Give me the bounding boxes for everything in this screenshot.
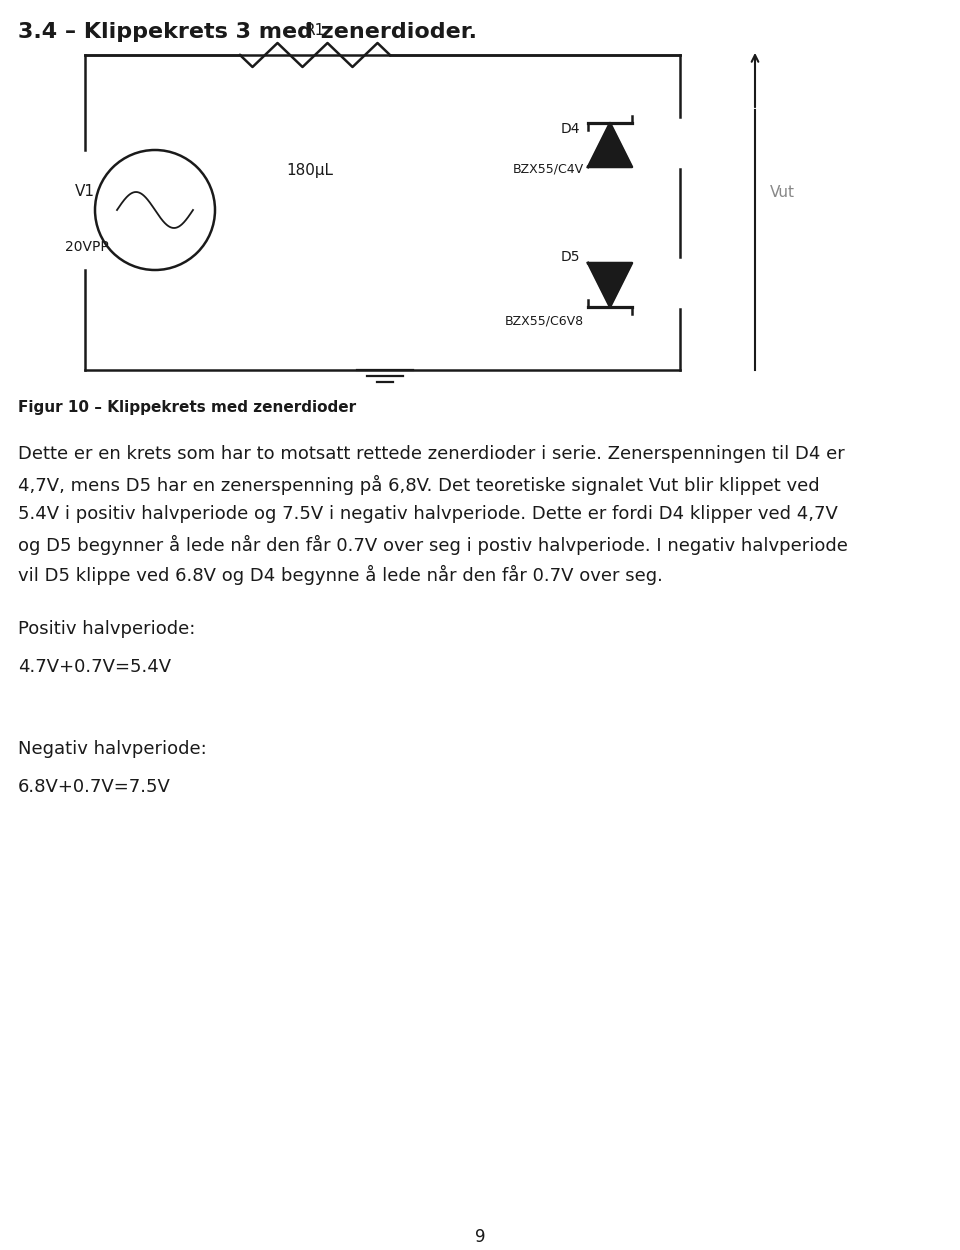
- Text: V1: V1: [75, 185, 95, 200]
- Text: 9: 9: [475, 1228, 485, 1246]
- Text: 4.7V+0.7V=5.4V: 4.7V+0.7V=5.4V: [18, 658, 171, 676]
- Text: 5.4V i positiv halvperiode og 7.5V i negativ halvperiode. Dette er fordi D4 klip: 5.4V i positiv halvperiode og 7.5V i neg…: [18, 505, 838, 522]
- Text: Vut: Vut: [770, 185, 795, 200]
- Text: Negativ halvperiode:: Negativ halvperiode:: [18, 740, 206, 758]
- Text: Positiv halvperiode:: Positiv halvperiode:: [18, 620, 196, 638]
- Text: 4,7V, mens D5 har en zenerspenning på 6,8V. Det teoretiske signalet Vut blir kli: 4,7V, mens D5 har en zenerspenning på 6,…: [18, 475, 820, 495]
- Text: 180μL: 180μL: [286, 162, 333, 177]
- Text: 6.8V+0.7V=7.5V: 6.8V+0.7V=7.5V: [18, 778, 171, 796]
- Text: BZX55/C4V: BZX55/C4V: [513, 162, 584, 175]
- Polygon shape: [588, 122, 632, 168]
- Text: 20VPP: 20VPP: [65, 240, 108, 254]
- Text: D5: D5: [561, 250, 580, 264]
- Text: BZX55/C6V8: BZX55/C6V8: [505, 315, 584, 328]
- Text: 3.4 – Klippekrets 3 med zenerdioder.: 3.4 – Klippekrets 3 med zenerdioder.: [18, 22, 477, 42]
- Text: Figur 10 – Klippekrets med zenerdioder: Figur 10 – Klippekrets med zenerdioder: [18, 400, 356, 415]
- Text: Dette er en krets som har to motsatt rettede zenerdioder i serie. Zenerspenninge: Dette er en krets som har to motsatt ret…: [18, 445, 845, 462]
- Text: R1: R1: [305, 22, 325, 38]
- Text: vil D5 klippe ved 6.8V og D4 begynne å lede når den får 0.7V over seg.: vil D5 klippe ved 6.8V og D4 begynne å l…: [18, 565, 662, 585]
- Text: D4: D4: [561, 122, 580, 136]
- Text: og D5 begynner å lede når den får 0.7V over seg i postiv halvperiode. I negativ : og D5 begynner å lede når den får 0.7V o…: [18, 535, 848, 555]
- Polygon shape: [588, 262, 632, 308]
